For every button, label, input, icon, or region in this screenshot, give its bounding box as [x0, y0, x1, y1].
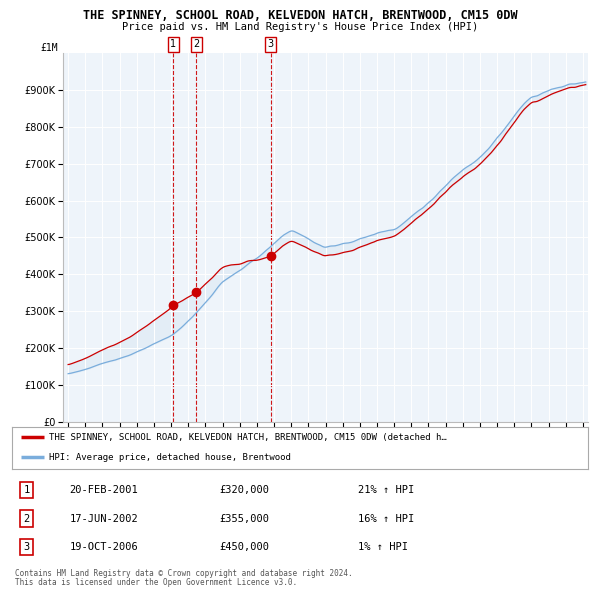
Text: Contains HM Land Registry data © Crown copyright and database right 2024.: Contains HM Land Registry data © Crown c…	[15, 569, 353, 578]
Text: £355,000: £355,000	[220, 514, 269, 523]
Text: 2: 2	[23, 514, 29, 523]
Text: £450,000: £450,000	[220, 542, 269, 552]
Text: 21% ↑ HPI: 21% ↑ HPI	[358, 485, 414, 495]
Text: 1: 1	[170, 40, 176, 50]
Text: 16% ↑ HPI: 16% ↑ HPI	[358, 514, 414, 523]
Text: 1% ↑ HPI: 1% ↑ HPI	[358, 542, 407, 552]
Text: 1: 1	[23, 485, 29, 495]
Text: 20-FEB-2001: 20-FEB-2001	[70, 485, 139, 495]
Text: £320,000: £320,000	[220, 485, 269, 495]
Text: 19-OCT-2006: 19-OCT-2006	[70, 542, 139, 552]
Text: Price paid vs. HM Land Registry's House Price Index (HPI): Price paid vs. HM Land Registry's House …	[122, 22, 478, 32]
Text: HPI: Average price, detached house, Brentwood: HPI: Average price, detached house, Bren…	[49, 453, 292, 461]
Text: THE SPINNEY, SCHOOL ROAD, KELVEDON HATCH, BRENTWOOD, CM15 0DW: THE SPINNEY, SCHOOL ROAD, KELVEDON HATCH…	[83, 9, 517, 22]
Text: 3: 3	[268, 40, 274, 50]
Text: 3: 3	[23, 542, 29, 552]
Text: 2: 2	[193, 40, 199, 50]
Text: £1M: £1M	[40, 43, 58, 53]
Text: This data is licensed under the Open Government Licence v3.0.: This data is licensed under the Open Gov…	[15, 578, 297, 587]
Text: 17-JUN-2002: 17-JUN-2002	[70, 514, 139, 523]
Text: THE SPINNEY, SCHOOL ROAD, KELVEDON HATCH, BRENTWOOD, CM15 0DW (detached h…: THE SPINNEY, SCHOOL ROAD, KELVEDON HATCH…	[49, 432, 447, 442]
